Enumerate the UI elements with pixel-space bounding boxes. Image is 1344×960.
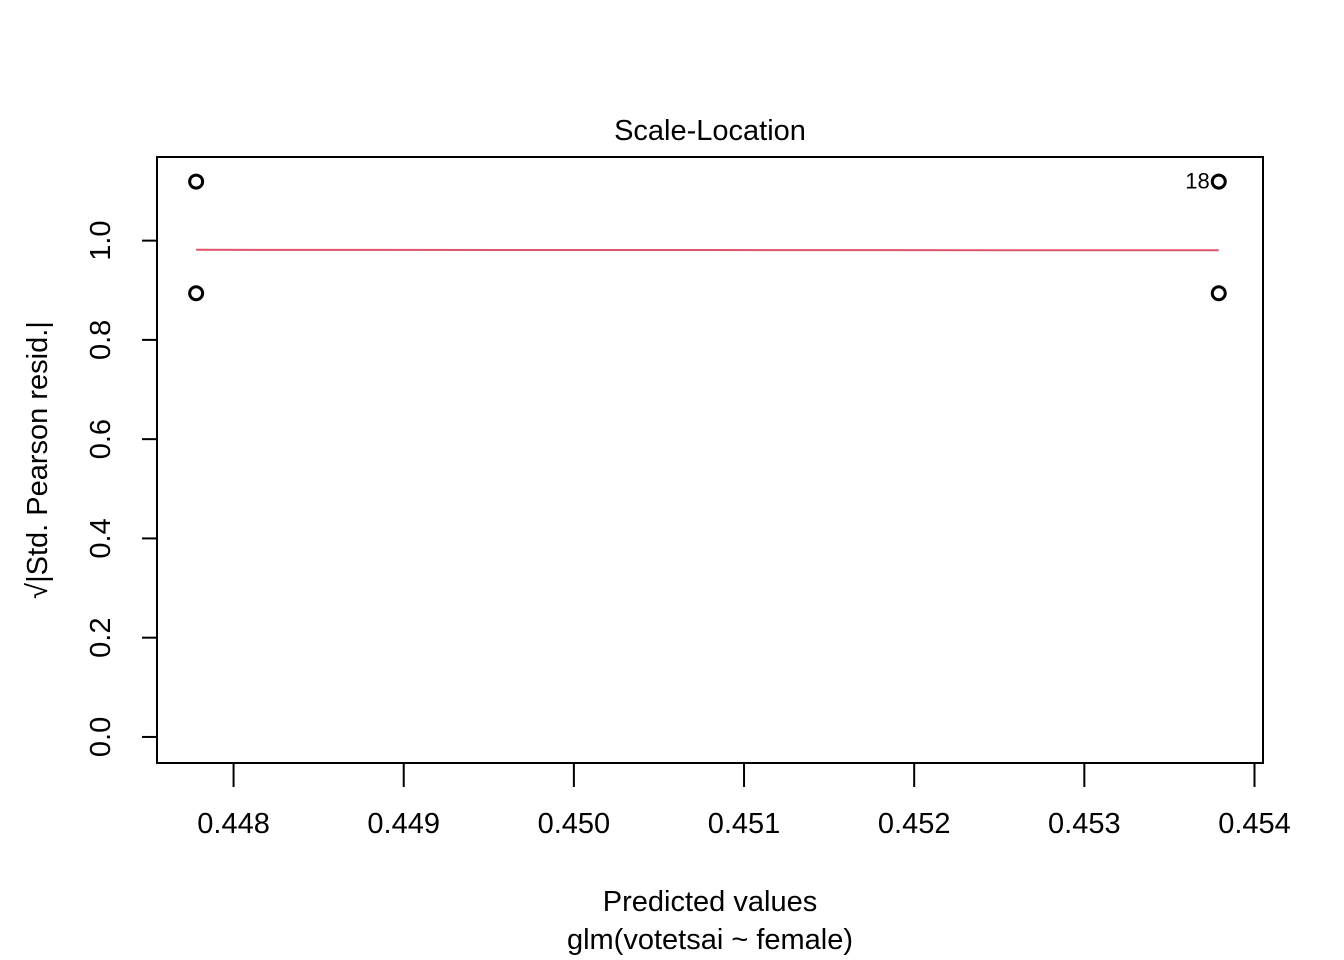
- x-tick-label: 0.449: [367, 808, 440, 840]
- y-tick-label: 0.2: [85, 618, 117, 658]
- smooth-line: [196, 248, 1219, 252]
- x-axis-title: Predicted values: [603, 886, 817, 918]
- y-tick-label: 0.6: [85, 419, 117, 459]
- x-tick-label: 0.450: [538, 808, 611, 840]
- smooth-line-layer: [196, 248, 1219, 252]
- chart-subtitle: glm(votetsai ~ female): [567, 924, 853, 956]
- data-point: [188, 285, 205, 302]
- y-tick-label: 0.0: [85, 717, 117, 757]
- data-point: [1210, 285, 1227, 302]
- x-tick-label: 0.448: [197, 808, 270, 840]
- x-axis: 0.448 0.449 0.450 0.451 0.452 0.453 0.454: [197, 762, 1291, 840]
- point-labels-layer: 18: [1185, 169, 1209, 194]
- y-axis: 0.0 0.2 0.4 0.6 0.8 1.0: [85, 220, 158, 757]
- data-point: [1210, 173, 1227, 190]
- plot-frame: [156, 156, 1264, 764]
- x-tick-label: 0.454: [1218, 808, 1291, 840]
- points-layer: [188, 173, 1227, 302]
- y-tick-label: 1.0: [85, 220, 117, 260]
- x-tick-label: 0.453: [1048, 808, 1121, 840]
- point-label: 18: [1185, 169, 1209, 194]
- data-point: [188, 173, 205, 190]
- x-tick-label: 0.452: [878, 808, 951, 840]
- y-axis-title: √|Std. Pearson resid.|: [22, 321, 54, 599]
- y-tick-label: 0.4: [85, 518, 117, 558]
- chart-title: Scale-Location: [614, 115, 806, 147]
- y-tick-label: 0.8: [85, 320, 117, 360]
- x-tick-label: 0.451: [708, 808, 781, 840]
